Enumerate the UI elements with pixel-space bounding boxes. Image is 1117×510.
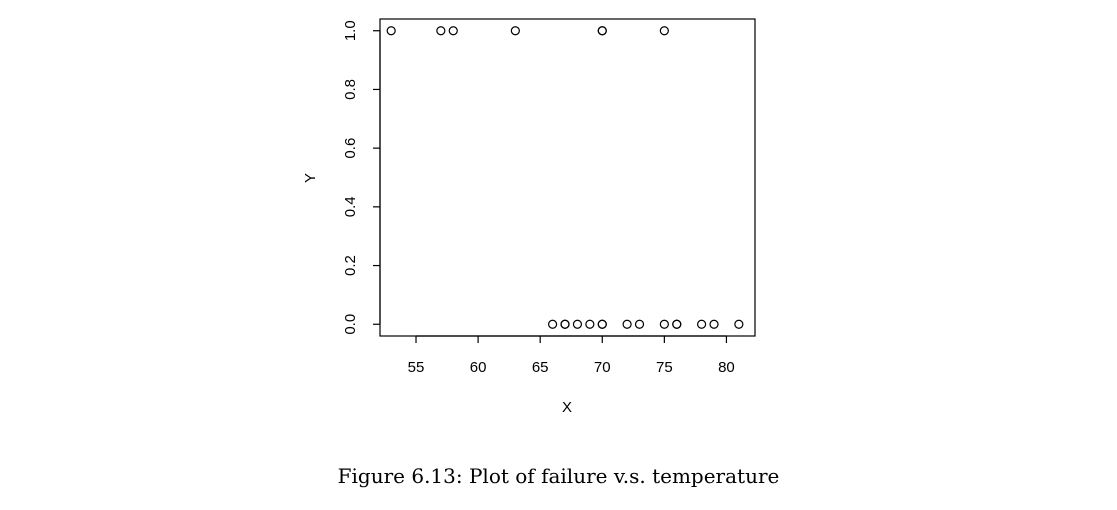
figure-caption: Figure 6.13: Plot of failure v.s. temper… — [337, 464, 780, 488]
y-tick-label: 0.4 — [342, 196, 359, 217]
data-point — [734, 319, 744, 329]
y-axis: 0.0 0.2 0.4 0.6 0.8 1.0 — [342, 20, 381, 335]
data-point — [697, 319, 707, 329]
x-tick-label: 75 — [656, 359, 673, 376]
x-axis: 55 60 65 70 75 80 — [408, 335, 735, 376]
data-point — [448, 26, 458, 36]
data-point — [510, 26, 520, 36]
data-point — [572, 319, 583, 329]
x-tick-label: 60 — [470, 359, 487, 376]
y-tick-label: 0.8 — [342, 79, 359, 100]
plot-frame — [379, 18, 756, 337]
y-tick-label: 0.6 — [342, 138, 359, 159]
data-point — [672, 319, 682, 329]
data-point — [597, 319, 607, 329]
y-tick-label: 0.0 — [342, 314, 359, 335]
data-points — [386, 26, 744, 329]
x-tick-label: 80 — [718, 359, 735, 376]
data-point — [585, 319, 595, 329]
x-tick-label: 55 — [408, 359, 425, 376]
x-tick-label: 65 — [532, 359, 549, 376]
data-point — [547, 319, 558, 329]
y-tick-label: 0.2 — [342, 255, 359, 276]
data-point — [436, 26, 446, 36]
y-tick-label: 1.0 — [342, 20, 359, 41]
data-point — [634, 319, 645, 329]
data-point — [597, 26, 607, 36]
data-point — [622, 319, 632, 329]
y-axis-label: Y — [302, 173, 319, 183]
x-axis-label: X — [562, 399, 572, 416]
data-point — [659, 26, 669, 36]
data-point — [386, 26, 396, 36]
data-point — [560, 319, 570, 329]
data-point — [709, 319, 719, 329]
x-tick-label: 70 — [594, 359, 611, 376]
data-point — [659, 319, 669, 329]
